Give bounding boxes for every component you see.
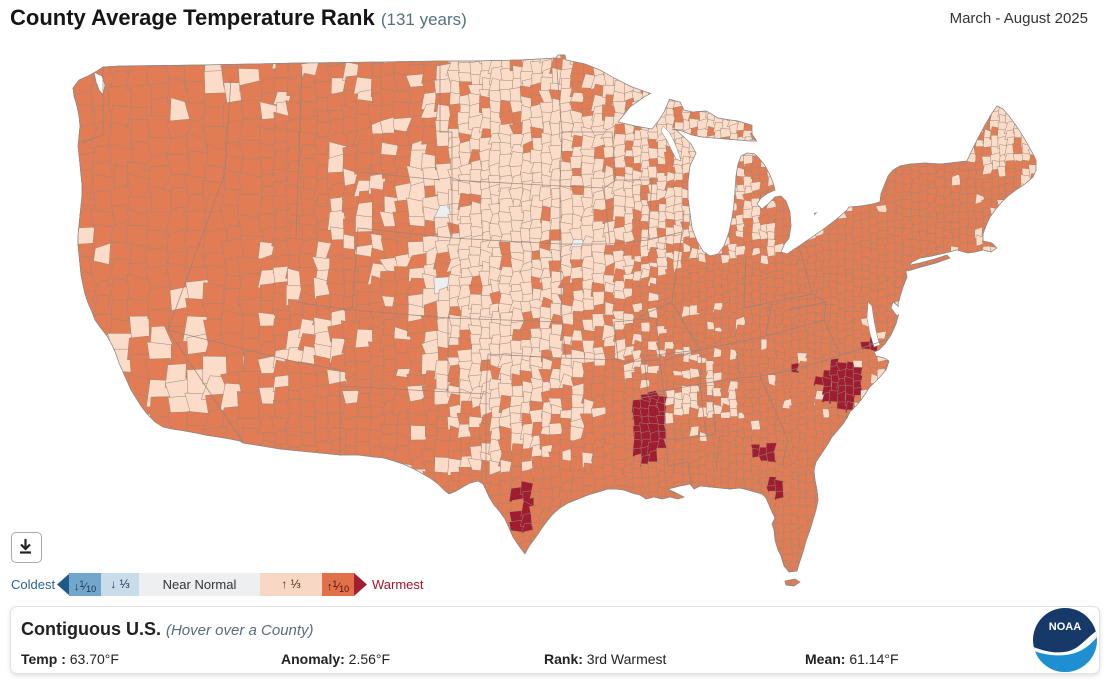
svg-text:NOAA: NOAA — [1049, 621, 1081, 633]
